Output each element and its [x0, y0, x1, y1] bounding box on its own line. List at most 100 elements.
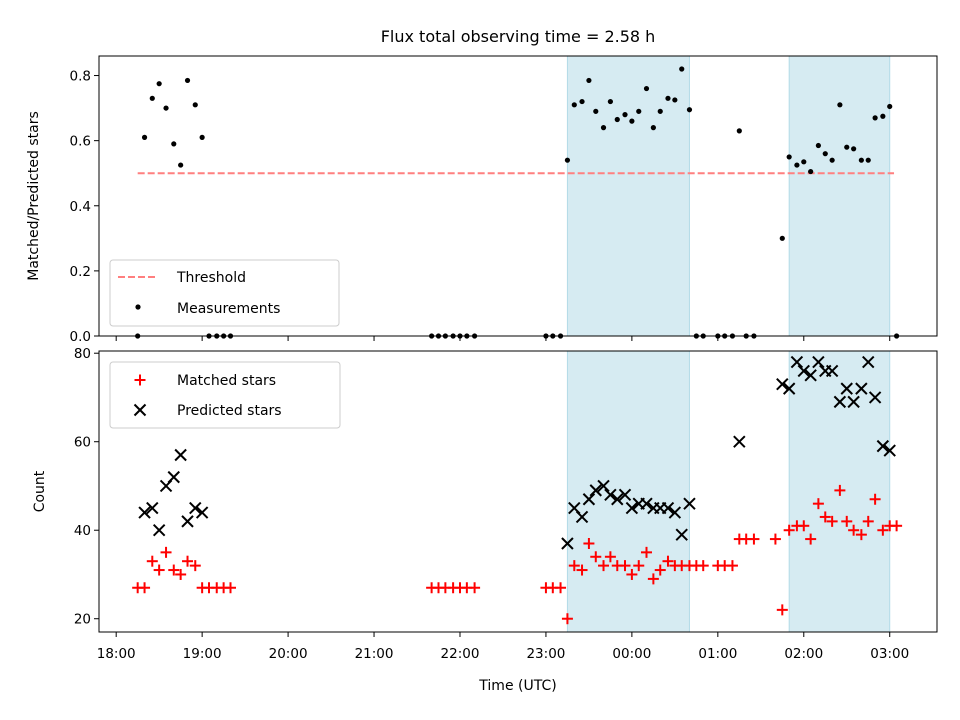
cross-stroke-b — [611, 493, 624, 506]
measurement-point — [880, 113, 886, 119]
predicted-star-marker — [138, 506, 151, 519]
x-axis-label: Time (UTC) — [478, 678, 556, 694]
predicted-star-marker — [797, 364, 810, 378]
matched-star-marker — [862, 515, 874, 527]
measurement-point — [679, 66, 685, 72]
cross-stroke-b — [855, 382, 868, 395]
matched-star-marker — [812, 498, 824, 510]
predicted-star-marker — [597, 479, 610, 493]
cross-stroke-b — [790, 355, 804, 369]
measurement-point — [822, 151, 828, 157]
matched-star-marker — [776, 604, 788, 616]
cross-stroke-b — [589, 484, 602, 497]
x-tick-label: 18:00 — [97, 646, 136, 662]
legend-predicted-swatch — [133, 403, 147, 417]
measurement-point — [163, 105, 169, 111]
matched-star-marker — [604, 551, 616, 563]
cross-stroke-b — [604, 488, 617, 502]
predicted-star-marker — [675, 528, 688, 541]
predicted-star-marker — [561, 537, 574, 550]
shaded-observing-interval — [566, 55, 690, 337]
predicted-star-marker — [825, 364, 839, 378]
matched-star-marker — [626, 568, 638, 580]
predicted-star-marker — [146, 501, 159, 515]
x-tick-label: 02:00 — [784, 646, 823, 662]
predicted-star-marker — [582, 493, 596, 506]
predicted-star-marker — [855, 382, 868, 395]
predicted-star-marker — [883, 444, 896, 457]
top-legend-box — [109, 259, 340, 327]
measurement-point — [607, 98, 613, 105]
legend-plus-marker — [134, 374, 146, 386]
bottom-y-axis-label: Count — [32, 470, 48, 512]
predicted-star-marker — [683, 497, 696, 510]
matched-star-marker — [583, 537, 595, 549]
cross-stroke-b — [167, 470, 180, 484]
matched-star-marker — [590, 551, 602, 563]
cross-stroke-b — [833, 395, 847, 409]
matched-star-marker — [869, 493, 881, 505]
cross-stroke-b — [568, 501, 581, 515]
measurement-point — [643, 85, 650, 92]
matched-star-marker — [834, 484, 846, 496]
measurement-point — [600, 125, 607, 131]
predicted-star-marker — [661, 501, 675, 515]
legend-measurements-label: Measurements — [177, 301, 280, 317]
measurement-point — [571, 102, 577, 108]
matched-star-marker — [841, 515, 853, 527]
legend-matched-swatch — [134, 374, 146, 386]
measurement-point — [794, 162, 800, 168]
measurement-points — [135, 66, 900, 339]
matched-star-marker — [640, 546, 652, 558]
predicted-star-marker — [790, 355, 804, 369]
cross-stroke-b — [597, 479, 610, 493]
measurement-point — [636, 108, 642, 114]
matched-star-marker — [783, 524, 795, 536]
y-tick-label: 40 — [74, 523, 91, 539]
cross-stroke-b — [582, 493, 596, 506]
predicted-star-marker — [167, 470, 180, 484]
legend-matched-label: Matched stars — [177, 373, 276, 389]
cross-stroke-b — [625, 501, 639, 515]
top-legend: Threshold Measurements — [109, 259, 340, 327]
predicted-star-marker — [847, 395, 860, 409]
predicted-star-marker — [868, 391, 882, 404]
cross-stroke-b — [683, 497, 696, 510]
matched-star-marker — [805, 533, 817, 545]
predicted-star-marker — [812, 355, 825, 369]
cross-stroke-b — [812, 355, 825, 369]
measurement-point — [786, 154, 792, 160]
matched-star-marker — [555, 582, 567, 594]
matched-star-markers — [132, 484, 903, 625]
ratio-panel: 0.0 0.2 0.4 0.6 0.8 Flux total observing tim… — [26, 27, 938, 345]
measurement-point — [149, 95, 155, 101]
predicted-star-marker — [195, 506, 209, 519]
measurement-point — [779, 235, 785, 241]
predicted-star-marker — [640, 497, 653, 510]
cross-stroke-b — [561, 537, 574, 550]
measurement-point — [622, 112, 628, 118]
measurement-point — [815, 142, 821, 149]
predicted-star-marker — [189, 501, 202, 515]
predicted-star-marker — [668, 506, 682, 519]
matched-star-marker — [891, 520, 903, 532]
bottom-legend: Matched stars Predicted stars — [109, 361, 341, 429]
predicted-star-marker — [776, 377, 789, 391]
matched-star-marker — [654, 564, 666, 576]
predicted-star-marker — [840, 382, 853, 395]
cross-stroke-b — [640, 497, 653, 510]
top-shaded-intervals — [566, 55, 891, 337]
matched-star-marker — [182, 555, 194, 567]
matched-star-marker — [697, 560, 709, 572]
matched-star-marker — [160, 546, 172, 558]
matched-star-marker — [826, 515, 838, 527]
matched-star-marker — [225, 582, 237, 594]
predicted-star-marker — [876, 439, 890, 453]
top-y-axis-label: Matched/Predicted stars — [26, 111, 42, 281]
matched-star-marker — [855, 529, 867, 541]
y-tick-label: 0.6 — [70, 134, 91, 150]
measurement-point — [564, 157, 571, 163]
legend-threshold-label: Threshold — [176, 270, 246, 286]
cross-stroke-b — [138, 506, 151, 519]
